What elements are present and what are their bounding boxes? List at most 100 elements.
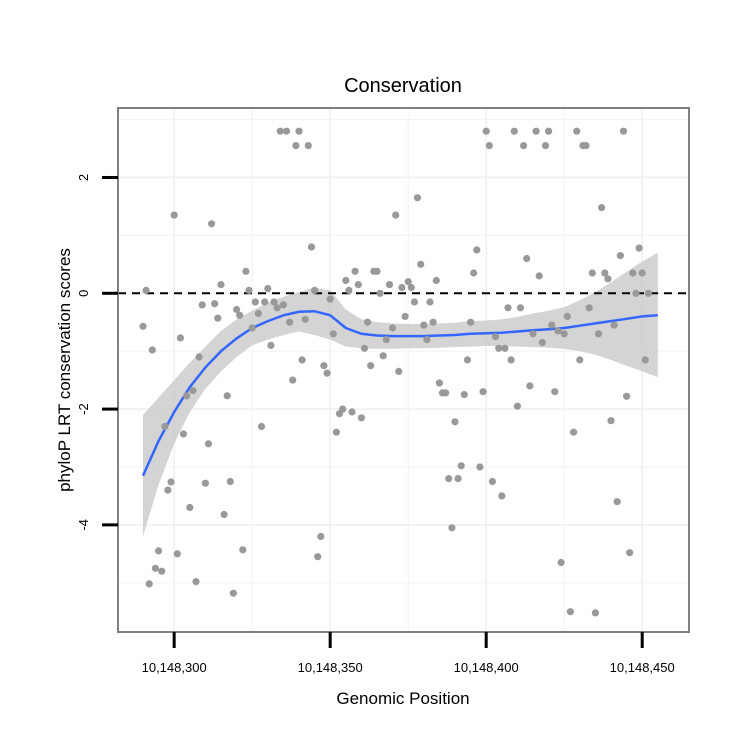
data-point bbox=[573, 127, 581, 135]
data-point bbox=[510, 127, 518, 135]
data-point bbox=[354, 281, 362, 289]
data-point bbox=[204, 440, 213, 448]
data-point bbox=[339, 405, 347, 413]
data-point bbox=[488, 477, 496, 486]
data-point bbox=[392, 211, 400, 219]
confidence-band bbox=[143, 252, 658, 537]
data-point bbox=[504, 304, 512, 312]
data-point bbox=[623, 392, 631, 400]
data-point bbox=[560, 330, 568, 338]
data-point bbox=[314, 553, 322, 561]
data-point bbox=[460, 391, 468, 399]
data-point bbox=[398, 283, 406, 292]
data-point bbox=[220, 510, 228, 519]
data-point bbox=[211, 300, 219, 308]
data-point bbox=[139, 322, 147, 330]
data-point bbox=[236, 311, 244, 319]
y-axis: -4 -2 0 2 bbox=[76, 174, 118, 531]
data-point bbox=[208, 220, 216, 228]
data-point bbox=[329, 330, 337, 338]
data-point bbox=[413, 194, 422, 202]
data-point bbox=[279, 301, 287, 309]
data-point bbox=[192, 578, 200, 586]
data-point bbox=[476, 463, 484, 471]
data-point bbox=[298, 356, 306, 364]
data-point bbox=[307, 243, 316, 251]
data-point bbox=[239, 546, 247, 554]
data-point bbox=[442, 389, 450, 397]
chart-title: Conservation bbox=[344, 75, 462, 97]
data-point bbox=[423, 336, 431, 344]
data-point bbox=[170, 211, 178, 219]
data-point bbox=[145, 580, 153, 588]
data-point bbox=[520, 142, 528, 150]
data-point bbox=[326, 295, 334, 303]
data-point bbox=[264, 285, 272, 293]
data-point bbox=[270, 298, 278, 306]
data-point bbox=[435, 379, 443, 387]
data-point bbox=[229, 589, 237, 597]
data-point bbox=[167, 478, 175, 486]
data-point bbox=[485, 142, 493, 150]
data-point bbox=[570, 428, 578, 436]
data-point bbox=[641, 356, 649, 364]
data-point bbox=[541, 142, 550, 150]
data-point bbox=[273, 304, 281, 312]
data-point bbox=[545, 127, 553, 135]
data-point bbox=[311, 286, 319, 294]
data-point bbox=[276, 127, 284, 135]
x-tick-label: 10,148,350 bbox=[298, 660, 363, 675]
data-point bbox=[214, 314, 222, 322]
x-tick-label: 10,148,450 bbox=[610, 660, 675, 675]
data-point bbox=[598, 204, 606, 212]
data-point bbox=[389, 324, 397, 332]
data-point bbox=[604, 275, 612, 283]
data-point bbox=[289, 376, 297, 384]
data-point bbox=[323, 369, 331, 377]
data-point bbox=[426, 298, 434, 306]
data-point bbox=[563, 312, 571, 320]
data-point bbox=[242, 267, 250, 275]
data-point bbox=[282, 127, 291, 135]
data-point bbox=[379, 352, 387, 360]
data-point bbox=[404, 278, 412, 286]
data-point bbox=[186, 503, 194, 512]
data-points bbox=[139, 127, 653, 617]
data-point bbox=[566, 608, 575, 616]
data-point bbox=[348, 408, 356, 416]
data-point bbox=[410, 298, 418, 306]
data-point bbox=[376, 289, 384, 297]
plot-panel-border bbox=[117, 107, 690, 633]
data-point bbox=[189, 387, 197, 395]
data-point bbox=[454, 475, 462, 483]
data-point bbox=[233, 305, 241, 314]
data-point bbox=[463, 356, 472, 364]
data-point bbox=[267, 341, 275, 349]
data-point bbox=[610, 321, 618, 329]
data-point bbox=[551, 388, 559, 396]
confidence-band-layer bbox=[143, 252, 658, 537]
data-point bbox=[420, 321, 428, 329]
data-point bbox=[557, 558, 565, 567]
data-point bbox=[304, 142, 312, 150]
data-point bbox=[554, 327, 562, 335]
data-point bbox=[626, 549, 634, 557]
data-point bbox=[148, 346, 156, 354]
x-axis: 10,148,300 10,148,350 10,148,400 10,148,450 bbox=[142, 632, 675, 675]
data-point bbox=[142, 286, 150, 294]
data-point bbox=[585, 304, 593, 312]
data-point bbox=[526, 382, 534, 390]
data-point bbox=[467, 318, 475, 326]
data-point bbox=[357, 414, 365, 422]
data-point bbox=[417, 260, 425, 268]
data-point bbox=[479, 388, 487, 396]
data-point bbox=[320, 362, 328, 370]
data-point bbox=[548, 321, 556, 329]
x-tick-label: 10,148,400 bbox=[454, 660, 519, 675]
data-point bbox=[588, 269, 596, 277]
data-point bbox=[151, 564, 159, 572]
data-point bbox=[401, 312, 409, 320]
data-point bbox=[254, 309, 262, 318]
data-point bbox=[594, 330, 603, 338]
data-point bbox=[373, 267, 381, 275]
